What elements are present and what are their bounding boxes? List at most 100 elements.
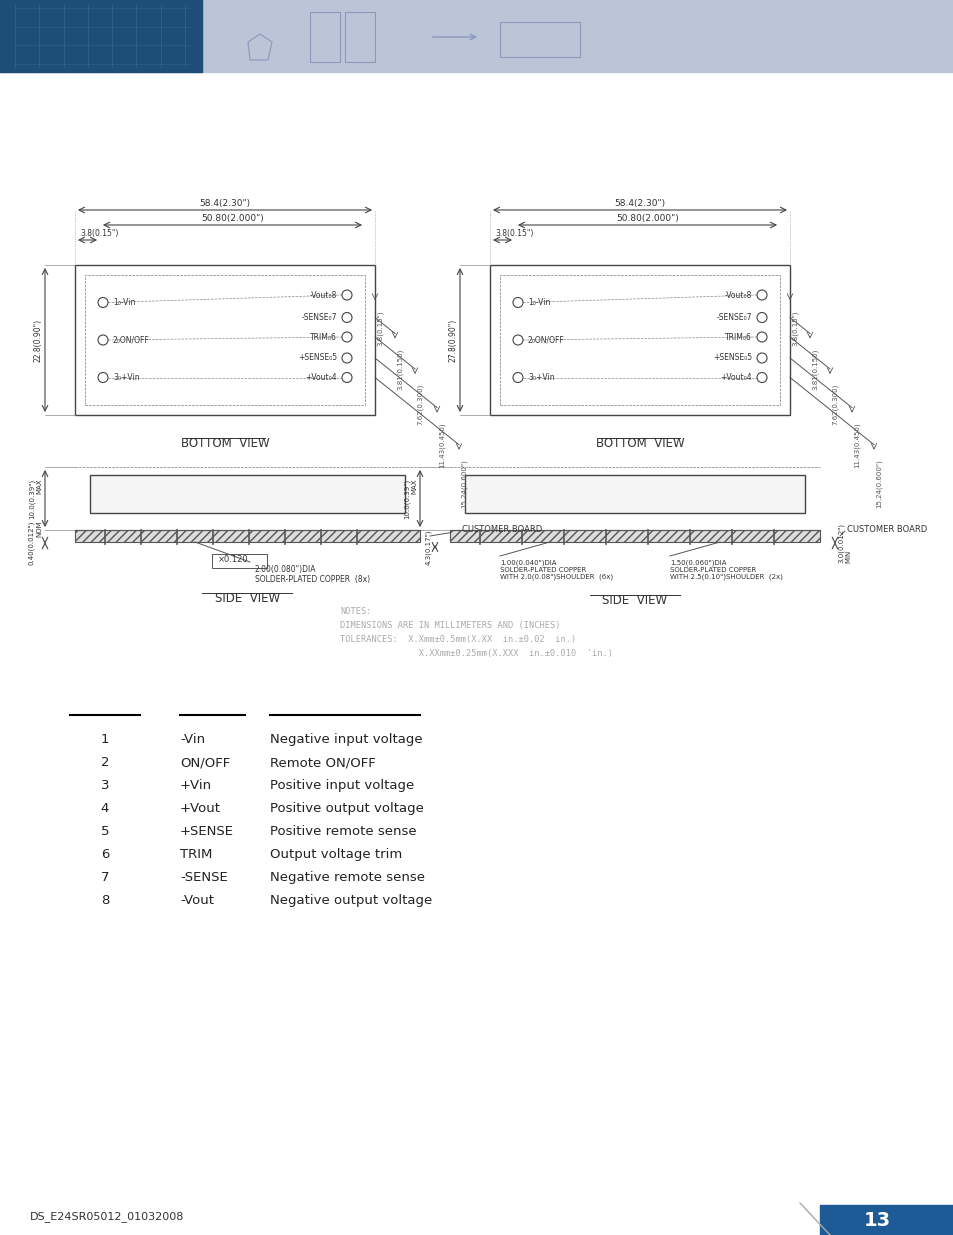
Text: CUSTOMER BOARD: CUSTOMER BOARD (461, 526, 541, 535)
Text: 4.3(0.17"): 4.3(0.17") (425, 530, 432, 564)
Text: 5: 5 (101, 825, 110, 839)
Text: 15.24(0.600"): 15.24(0.600") (875, 459, 882, 509)
Text: 10.0(0.39")
MAX: 10.0(0.39") MAX (403, 478, 416, 519)
Text: 7: 7 (101, 871, 110, 884)
Text: TOLERANCES:  X.Xmm±0.5mm(X.XX  in.±0.02  in.): TOLERANCES: X.Xmm±0.5mm(X.XX in.±0.02 in… (339, 635, 576, 643)
Text: Positive input voltage: Positive input voltage (270, 779, 414, 792)
Text: 3: 3 (101, 779, 110, 792)
Text: X.XXmm±0.25mm(X.XXX  in.±0.010  'in.): X.XXmm±0.25mm(X.XXX in.±0.010 'in.) (339, 650, 613, 658)
Bar (499, 275, 780, 405)
Circle shape (341, 332, 352, 342)
Bar (0, 0, 953, 72)
Text: 1₀-Vin: 1₀-Vin (112, 298, 135, 308)
Bar (820, 1205, 953, 1235)
Circle shape (98, 298, 108, 308)
Text: 58.4(2.30"): 58.4(2.30") (614, 199, 665, 207)
Text: ×0.120: ×0.120 (217, 556, 248, 564)
Text: Negative remote sense: Negative remote sense (270, 871, 424, 884)
Text: Positive output voltage: Positive output voltage (270, 802, 423, 815)
Circle shape (757, 290, 766, 300)
Text: 10.0(0.39")
MAX: 10.0(0.39") MAX (29, 478, 42, 519)
Text: +SENSE₀5: +SENSE₀5 (297, 353, 336, 363)
Circle shape (513, 335, 522, 345)
Bar (345, 12, 375, 62)
Text: 2₀ON/OFF: 2₀ON/OFF (112, 336, 150, 345)
Text: 3.8(0.15"): 3.8(0.15") (80, 228, 118, 238)
Text: TRIM₀6: TRIM₀6 (310, 332, 336, 342)
Text: 8: 8 (101, 894, 109, 906)
Text: 13: 13 (862, 1210, 890, 1230)
Text: 22.8(0.90"): 22.8(0.90") (34, 319, 43, 362)
Text: 3.81(0.150): 3.81(0.150) (811, 348, 818, 390)
Text: +Vin: +Vin (180, 779, 212, 792)
Text: 4: 4 (101, 802, 109, 815)
Text: 1.50(0.060")DIA
SOLDER-PLATED COPPER
WITH 2.5(0.10")SHOULDER  (2x): 1.50(0.060")DIA SOLDER-PLATED COPPER WIT… (669, 559, 782, 580)
Text: TRIM: TRIM (180, 848, 213, 861)
Text: Output voltage trim: Output voltage trim (270, 848, 402, 861)
Circle shape (513, 373, 522, 383)
Text: DIMENSIONS ARE IN MILLIMETERS AND (INCHES): DIMENSIONS ARE IN MILLIMETERS AND (INCHE… (339, 621, 560, 630)
Circle shape (341, 312, 352, 322)
Bar (450, 530, 820, 542)
Text: SIDE  VIEW: SIDE VIEW (601, 594, 667, 606)
Circle shape (98, 335, 108, 345)
Text: 2: 2 (101, 756, 110, 769)
Text: 3.81(0.150): 3.81(0.150) (396, 348, 403, 390)
Bar (499, 22, 579, 57)
Text: 11.43(0.450): 11.43(0.450) (438, 422, 445, 468)
Text: 50.80(2.000"): 50.80(2.000") (616, 214, 679, 224)
Text: -Vin: -Vin (180, 734, 205, 746)
Text: 15.24(0.600"): 15.24(0.600") (460, 459, 467, 509)
Text: +SENSE: +SENSE (180, 825, 233, 839)
Text: 11.43(0.450): 11.43(0.450) (853, 422, 860, 468)
Text: BOTTOM  VIEW: BOTTOM VIEW (180, 437, 269, 450)
Text: SIDE  VIEW: SIDE VIEW (214, 592, 280, 605)
Text: TRIM₀6: TRIM₀6 (724, 332, 751, 342)
Circle shape (757, 332, 766, 342)
Text: DS_E24SR05012_01032008: DS_E24SR05012_01032008 (30, 1212, 184, 1223)
Circle shape (341, 290, 352, 300)
Circle shape (757, 353, 766, 363)
Text: BOTTOM  VIEW: BOTTOM VIEW (595, 437, 683, 450)
Bar (490, 266, 789, 415)
Text: 2.00(0.080")DIA
SOLDER-PLATED COPPER  (8x): 2.00(0.080")DIA SOLDER-PLATED COPPER (8x… (254, 564, 370, 584)
Text: +SENSE₀5: +SENSE₀5 (712, 353, 751, 363)
Text: 3.8(0.15"): 3.8(0.15") (791, 310, 798, 346)
Text: 3₀+Vin: 3₀+Vin (112, 373, 139, 382)
Text: -SENSE₀7: -SENSE₀7 (301, 312, 336, 322)
Text: -Vout₀8: -Vout₀8 (724, 290, 751, 300)
Bar (464, 475, 804, 513)
Text: Remote ON/OFF: Remote ON/OFF (270, 756, 375, 769)
Bar (90, 475, 405, 513)
Text: 1: 1 (101, 734, 110, 746)
Circle shape (341, 373, 352, 383)
Text: 1.00(0.040")DIA
SOLDER-PLATED COPPER
WITH 2.0(0.08")SHOULDER  (6x): 1.00(0.040")DIA SOLDER-PLATED COPPER WIT… (499, 559, 613, 580)
Circle shape (98, 373, 108, 383)
Circle shape (757, 373, 766, 383)
Text: +Vout: +Vout (180, 802, 221, 815)
Text: 6: 6 (101, 848, 109, 861)
Text: CUSTOMER BOARD: CUSTOMER BOARD (846, 526, 926, 535)
Text: -SENSE: -SENSE (180, 871, 228, 884)
Text: +Vout₀4: +Vout₀4 (305, 373, 336, 382)
Bar (75, 530, 419, 542)
Text: 2₀ON/OFF: 2₀ON/OFF (527, 336, 564, 345)
Bar (213, 555, 267, 568)
Text: -Vout: -Vout (180, 894, 213, 906)
Text: Positive remote sense: Positive remote sense (270, 825, 416, 839)
Text: 0.40(0.012")
NOM: 0.40(0.012") NOM (29, 521, 42, 566)
Circle shape (513, 298, 522, 308)
Text: 27.8(0.90"): 27.8(0.90") (449, 319, 457, 362)
Text: 58.4(2.30"): 58.4(2.30") (199, 199, 251, 207)
Circle shape (757, 312, 766, 322)
Text: -SENSE₀7: -SENSE₀7 (716, 312, 751, 322)
Text: +Vout₀4: +Vout₀4 (720, 373, 751, 382)
Text: Negative input voltage: Negative input voltage (270, 734, 422, 746)
Text: 3.8(0.15"): 3.8(0.15") (376, 310, 383, 346)
Text: 7.62(0.300): 7.62(0.300) (831, 384, 838, 425)
Text: 1₀-Vin: 1₀-Vin (527, 298, 550, 308)
Bar (0, 0, 202, 72)
Bar (75, 266, 375, 415)
Circle shape (341, 353, 352, 363)
Bar (310, 12, 339, 62)
